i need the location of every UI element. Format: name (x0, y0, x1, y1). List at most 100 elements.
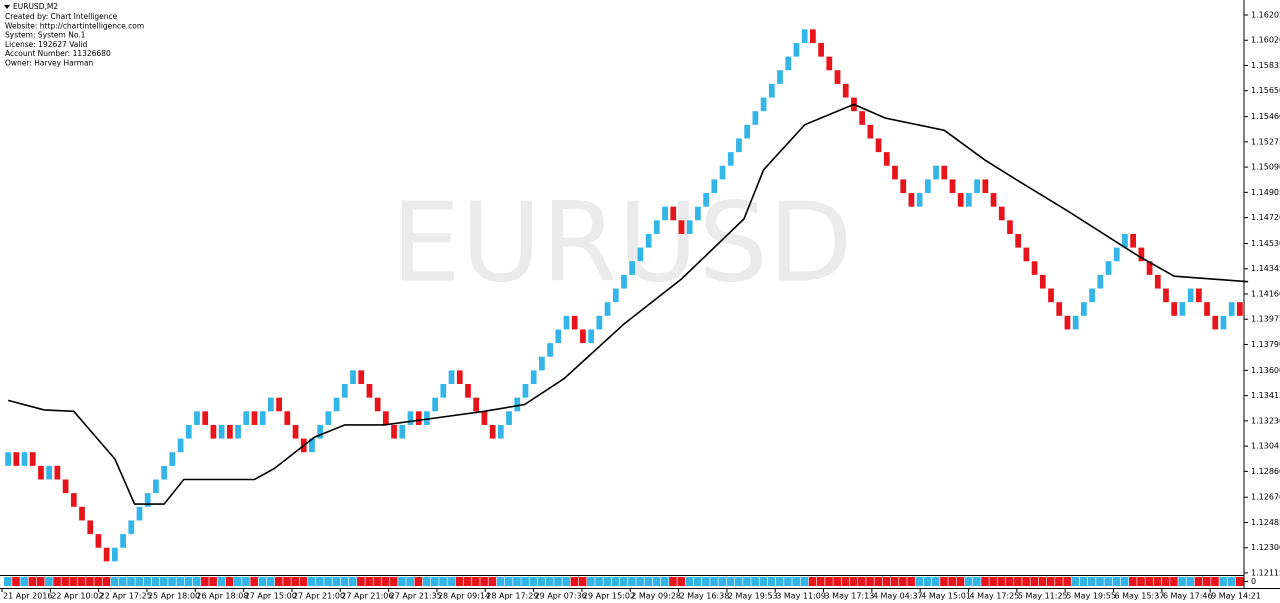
up-brick (407, 411, 414, 425)
indicator-cell (20, 577, 29, 586)
indicator-cell (775, 577, 784, 586)
indicator-cell (710, 577, 718, 586)
down-brick (456, 370, 463, 385)
indicator-cell (340, 577, 349, 586)
up-brick (703, 193, 709, 207)
up-brick (1179, 302, 1186, 316)
indicator-cell (866, 577, 874, 586)
indicator-cell (406, 577, 414, 586)
info-line: Owner: Harvey Harman (5, 59, 94, 68)
y-tick-label: 1.13975 (1251, 315, 1280, 324)
down-brick (1138, 247, 1145, 262)
up-brick (563, 315, 570, 330)
indicator-cell (1005, 577, 1014, 586)
indicator-cell (529, 577, 538, 586)
down-brick (103, 547, 110, 562)
up-brick (974, 179, 980, 194)
up-brick (727, 152, 734, 166)
up-brick (1187, 288, 1194, 303)
up-brick (711, 179, 718, 194)
indicator-cell (743, 577, 751, 586)
down-brick (251, 411, 258, 425)
up-brick (243, 411, 250, 425)
y-tick-label: 1.15460 (1251, 112, 1280, 121)
down-brick (941, 165, 948, 180)
indicator-cell (948, 577, 956, 586)
down-brick (859, 111, 866, 125)
down-brick (1237, 302, 1243, 316)
down-brick (990, 193, 997, 207)
up-brick (268, 397, 274, 412)
y-tick-label: 1.13600 (1251, 366, 1280, 375)
up-brick (801, 29, 808, 43)
indicator-cell (537, 577, 546, 586)
x-tick-label: 6 May 17:46 (1163, 592, 1213, 601)
up-brick (1097, 274, 1104, 289)
indicator-cell (808, 577, 817, 586)
indicator-cell (118, 577, 127, 586)
down-brick (1195, 288, 1202, 303)
y-tick-label: 1.12485 (1251, 518, 1280, 527)
down-brick (202, 411, 209, 425)
down-brick (1031, 261, 1038, 275)
indicator-cell (513, 577, 521, 586)
indicator-cell (652, 577, 661, 586)
down-brick (1048, 288, 1054, 303)
indicator-cell (1120, 577, 1129, 586)
up-brick (111, 547, 118, 562)
indicator-cell (1038, 577, 1047, 586)
up-brick (966, 193, 972, 207)
up-brick (1072, 315, 1079, 330)
up-brick (144, 493, 151, 507)
up-brick (440, 384, 447, 398)
up-brick (686, 220, 693, 234)
up-brick (259, 411, 266, 425)
indicator-cell (874, 577, 883, 586)
info-line: License: 192627 Valid (5, 40, 88, 49)
up-brick (1080, 302, 1087, 316)
indicator-cell (209, 577, 217, 586)
up-brick (218, 424, 225, 439)
indicator-cell (628, 577, 636, 586)
x-tick-label: 5 May 11:25 (1018, 592, 1068, 601)
up-brick (1089, 288, 1095, 303)
indicator-cell (841, 577, 850, 586)
indicator-cell (422, 577, 431, 586)
indicator-cell (102, 577, 111, 586)
up-brick (5, 452, 11, 466)
down-brick (670, 206, 677, 221)
indicator-cell (1194, 577, 1203, 586)
up-brick (744, 124, 751, 139)
indicator-cell (644, 577, 653, 586)
down-brick (580, 329, 586, 344)
indicator-cell (1046, 577, 1055, 586)
indicator-cell (931, 577, 940, 586)
down-brick (1163, 288, 1169, 303)
indicator-cell (61, 577, 70, 586)
indicator-cell (1079, 577, 1088, 586)
down-brick (949, 179, 956, 194)
indicator-cell (472, 577, 480, 586)
y-tick-label: 1.16205 (1251, 11, 1280, 20)
down-brick (883, 152, 890, 166)
up-brick (653, 220, 660, 234)
down-brick (908, 193, 915, 207)
down-brick (13, 452, 20, 466)
up-brick (588, 329, 595, 344)
indicator-cell (176, 577, 185, 586)
indicator-cell (956, 577, 965, 586)
y-tick-label: 1.14160 (1251, 289, 1280, 298)
up-brick (350, 370, 356, 385)
y-tick-label: 1.14905 (1251, 188, 1280, 197)
indicator-cell (455, 577, 464, 586)
down-brick (1146, 261, 1153, 275)
indicator-cell (1227, 577, 1236, 586)
indicator-cell (981, 577, 989, 586)
x-tick-label: 28 Apr 09:14 (438, 592, 490, 601)
up-brick (522, 384, 529, 398)
indicator-cell (1014, 577, 1022, 586)
down-brick (998, 206, 1005, 221)
y-tick-label: 1.15835 (1251, 61, 1280, 70)
indicator-cell (595, 577, 603, 586)
